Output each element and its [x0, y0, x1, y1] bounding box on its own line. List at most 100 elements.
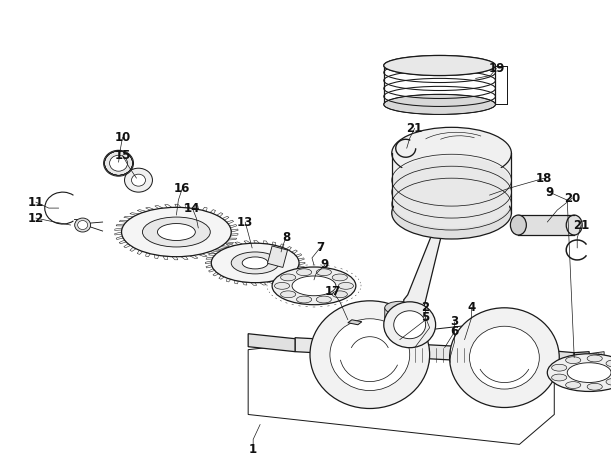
Text: 5: 5 [422, 311, 430, 324]
Polygon shape [114, 232, 122, 235]
Polygon shape [248, 334, 295, 352]
Polygon shape [213, 272, 218, 276]
Ellipse shape [143, 217, 211, 247]
Polygon shape [172, 256, 178, 260]
Ellipse shape [551, 374, 567, 381]
Polygon shape [251, 283, 256, 285]
Text: 3: 3 [450, 315, 458, 328]
Polygon shape [175, 204, 181, 208]
Ellipse shape [427, 196, 458, 224]
Polygon shape [154, 255, 159, 258]
Text: 6: 6 [450, 325, 458, 338]
Ellipse shape [332, 291, 348, 298]
Ellipse shape [275, 283, 289, 289]
Ellipse shape [606, 360, 612, 367]
Ellipse shape [385, 323, 415, 336]
Polygon shape [130, 213, 140, 215]
Polygon shape [163, 256, 168, 259]
Ellipse shape [75, 218, 91, 232]
Ellipse shape [211, 243, 299, 283]
Ellipse shape [435, 203, 450, 217]
Polygon shape [119, 240, 126, 244]
Ellipse shape [565, 381, 581, 389]
Text: 14: 14 [184, 201, 201, 215]
Polygon shape [272, 242, 276, 246]
Text: 18: 18 [536, 171, 553, 185]
Ellipse shape [242, 257, 268, 269]
Polygon shape [289, 274, 297, 276]
Text: 2: 2 [422, 301, 430, 314]
Polygon shape [213, 250, 221, 252]
Polygon shape [137, 209, 146, 212]
Polygon shape [146, 253, 151, 257]
Polygon shape [185, 204, 190, 208]
Text: 21: 21 [406, 122, 423, 135]
Ellipse shape [384, 302, 436, 348]
Polygon shape [268, 281, 275, 284]
Ellipse shape [450, 308, 559, 408]
Polygon shape [280, 244, 284, 247]
Polygon shape [231, 234, 238, 236]
Ellipse shape [103, 150, 133, 176]
Polygon shape [392, 153, 512, 213]
Bar [267, 246, 288, 267]
Text: 8: 8 [282, 230, 290, 244]
Ellipse shape [231, 252, 279, 274]
Text: 19: 19 [488, 62, 505, 75]
Polygon shape [130, 247, 136, 251]
Ellipse shape [297, 296, 312, 303]
Polygon shape [295, 338, 539, 365]
Ellipse shape [316, 296, 332, 303]
Ellipse shape [297, 269, 312, 276]
Polygon shape [209, 254, 217, 256]
Ellipse shape [385, 301, 415, 314]
Ellipse shape [587, 355, 602, 362]
Polygon shape [124, 244, 130, 248]
Ellipse shape [316, 269, 332, 276]
Polygon shape [348, 320, 362, 325]
Ellipse shape [606, 379, 612, 385]
Polygon shape [259, 282, 266, 285]
Text: 11: 11 [28, 196, 44, 209]
Ellipse shape [330, 319, 409, 390]
Ellipse shape [292, 276, 336, 296]
Ellipse shape [394, 156, 509, 204]
Polygon shape [292, 250, 297, 254]
Ellipse shape [394, 168, 509, 216]
Polygon shape [404, 215, 446, 325]
Ellipse shape [122, 208, 231, 256]
Polygon shape [146, 207, 154, 210]
Ellipse shape [566, 215, 582, 235]
Polygon shape [209, 269, 215, 272]
Polygon shape [298, 258, 304, 261]
Polygon shape [286, 247, 291, 250]
Polygon shape [116, 224, 124, 226]
Ellipse shape [510, 215, 526, 235]
Polygon shape [206, 265, 212, 268]
Polygon shape [220, 246, 229, 248]
Ellipse shape [587, 383, 602, 390]
Ellipse shape [157, 224, 195, 240]
Polygon shape [242, 282, 247, 285]
Polygon shape [518, 215, 574, 235]
Ellipse shape [384, 56, 496, 76]
Polygon shape [214, 249, 223, 251]
Polygon shape [226, 220, 234, 224]
Text: 15: 15 [114, 149, 131, 162]
Text: 4: 4 [468, 301, 476, 314]
Polygon shape [165, 204, 172, 208]
Ellipse shape [469, 326, 539, 389]
Polygon shape [296, 254, 302, 257]
Text: 20: 20 [564, 191, 580, 205]
Polygon shape [219, 276, 224, 279]
Polygon shape [155, 206, 163, 209]
Polygon shape [194, 206, 198, 209]
Polygon shape [203, 207, 207, 211]
Text: 9: 9 [545, 186, 553, 199]
Text: 21: 21 [573, 218, 589, 231]
Polygon shape [206, 257, 213, 259]
Polygon shape [210, 209, 215, 214]
Ellipse shape [551, 364, 567, 371]
Polygon shape [574, 352, 589, 365]
Ellipse shape [567, 363, 611, 382]
